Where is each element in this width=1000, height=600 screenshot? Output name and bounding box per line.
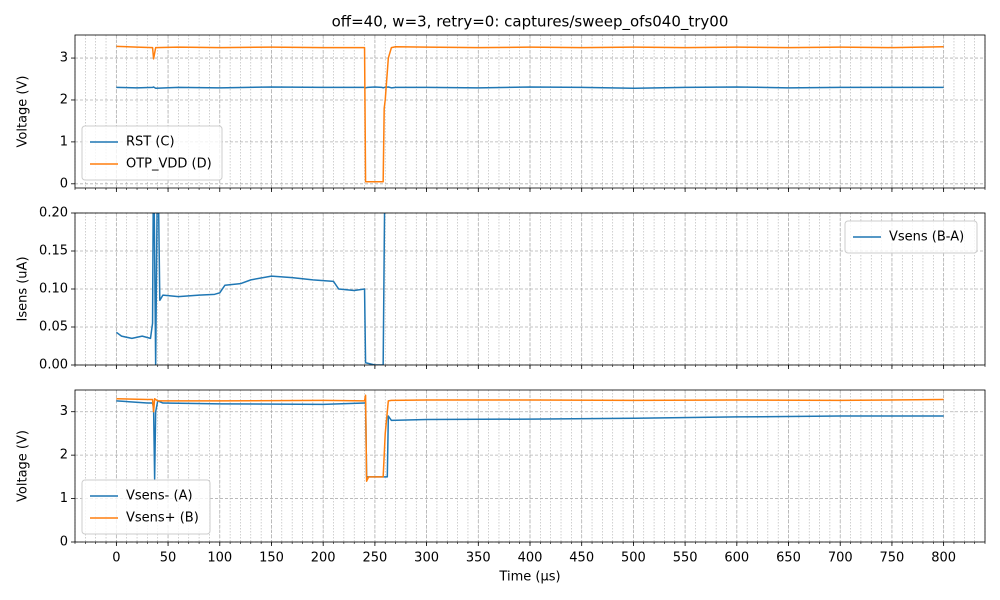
y-tick-label: 0.20 <box>39 206 68 221</box>
y-tick-label: 0 <box>60 535 68 550</box>
x-tick-label: 600 <box>724 551 749 566</box>
subplot: 0 1 2 3 Voltage (V) off=40, w=3, retry=0: cap… <box>16 13 986 192</box>
legend: Vsens- (A) Vsens+ (B) <box>81 479 211 535</box>
line-series <box>116 45 944 183</box>
legend-label: RST (C) <box>126 135 175 150</box>
line-series <box>116 86 944 89</box>
subplot: 0.00 0.05 0.10 0.15 0.20 Isens (uA) Vsens (B-A… <box>16 206 986 373</box>
x-tick-label: 550 <box>673 551 698 566</box>
x-tick-label: 400 <box>518 551 543 566</box>
x-tick-label: 350 <box>466 551 491 566</box>
y-tick-label: 2 <box>60 92 68 107</box>
x-tick-label: 300 <box>414 551 439 566</box>
y-axis-label: Isens (uA) <box>16 256 31 321</box>
y-tick-label: 0 <box>60 176 68 191</box>
x-tick-label: 0 <box>112 551 120 566</box>
legend-box <box>844 220 978 254</box>
legend-box <box>81 479 211 535</box>
axes-frame <box>74 212 986 366</box>
axes-frame <box>74 34 986 189</box>
x-tick-label: 250 <box>362 551 387 566</box>
x-tick-label: 800 <box>931 551 956 566</box>
x-tick-label: 750 <box>880 551 905 566</box>
y-tick-label: 3 <box>60 404 68 419</box>
x-tick-label: 50 <box>160 551 177 566</box>
x-tick-label: 150 <box>259 551 284 566</box>
x-tick-label: 200 <box>311 551 336 566</box>
line-series <box>116 394 944 482</box>
y-tick-label: 0.05 <box>39 320 68 335</box>
x-tick-label: 100 <box>207 551 232 566</box>
x-tick-label: 700 <box>828 551 853 566</box>
y-axis-label: Voltage (V) <box>16 430 31 502</box>
line-series <box>115 213 386 365</box>
y-tick-label: 0.00 <box>39 358 68 373</box>
y-tick-label: 0.10 <box>39 282 68 297</box>
x-axis-label: Time (µs) <box>498 570 560 585</box>
y-tick-label: 0.15 <box>39 244 68 259</box>
plot-area <box>116 394 944 482</box>
legend-label: Vsens- (A) <box>126 489 193 504</box>
plot-area <box>115 213 386 365</box>
chart-title: off=40, w=3, retry=0: captures/sweep_ofs… <box>332 13 729 32</box>
subplot: 0 50 100 150 200 250 300 350 400 450 500 550 600 650 7… <box>16 389 986 585</box>
y-tick-label: 1 <box>60 134 68 149</box>
legend-label: Vsens (B-A) <box>889 230 964 245</box>
y-axis-label: Voltage (V) <box>16 76 31 148</box>
plot-area <box>116 45 944 183</box>
legend-box <box>81 125 223 181</box>
legend-label: OTP_VDD (D) <box>126 157 212 172</box>
x-tick-label: 650 <box>776 551 801 566</box>
legend: RST (C) OTP_VDD (D) <box>81 125 223 181</box>
x-tick-label: 450 <box>569 551 594 566</box>
legend: Vsens (B-A) <box>844 220 978 254</box>
y-tick-label: 1 <box>60 491 68 506</box>
legend-label: Vsens+ (B) <box>126 511 199 526</box>
y-tick-label: 3 <box>60 51 68 66</box>
axes-frame <box>74 389 986 543</box>
x-tick-label: 500 <box>621 551 646 566</box>
y-tick-label: 2 <box>60 448 68 463</box>
